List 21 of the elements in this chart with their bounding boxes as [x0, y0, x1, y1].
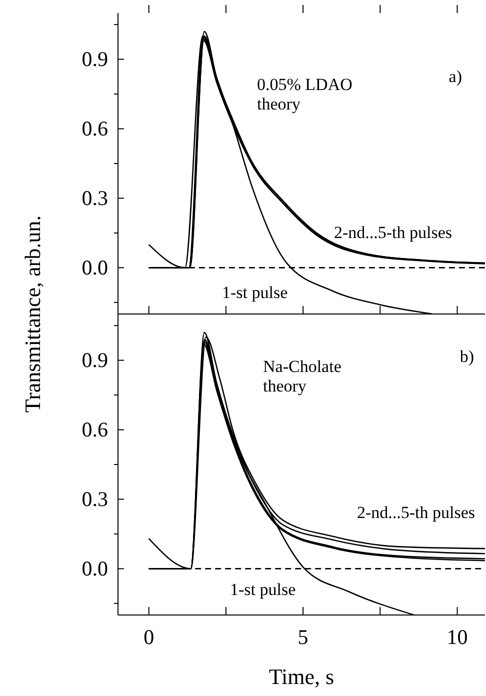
y-tick-label: 0.9 — [82, 47, 108, 72]
x-tick-label: 10 — [446, 624, 468, 649]
annotation: Na-Cholate theory — [263, 357, 342, 396]
y-tick-label: 0.9 — [82, 348, 108, 372]
x-tick-label: 5 — [298, 624, 308, 649]
y-tick-label: 0.3 — [82, 486, 108, 511]
y-axis-title: Transmittance, arb.un. — [20, 215, 45, 413]
y-tick-label: 0.6 — [82, 116, 108, 140]
annotation: b) — [460, 347, 474, 366]
annotation: a) — [448, 67, 462, 86]
y-tick-label: 0.0 — [82, 556, 108, 580]
y-tick-label: 0.6 — [82, 417, 108, 442]
x-axis-title: Time, s — [268, 664, 334, 689]
y-tick-label: 0.3 — [82, 186, 108, 210]
annotation: 1-st pulse — [222, 283, 288, 302]
annotation: 2-nd...5-th pulses — [356, 503, 475, 522]
annotation: 0.05% LDAO theory — [257, 75, 352, 114]
annotation: 2-nd...5-th pulses — [334, 223, 452, 242]
y-tick-label: 0.0 — [82, 255, 108, 280]
annotation: 1-st pulse — [230, 580, 296, 599]
x-tick-label: 0 — [144, 624, 154, 649]
